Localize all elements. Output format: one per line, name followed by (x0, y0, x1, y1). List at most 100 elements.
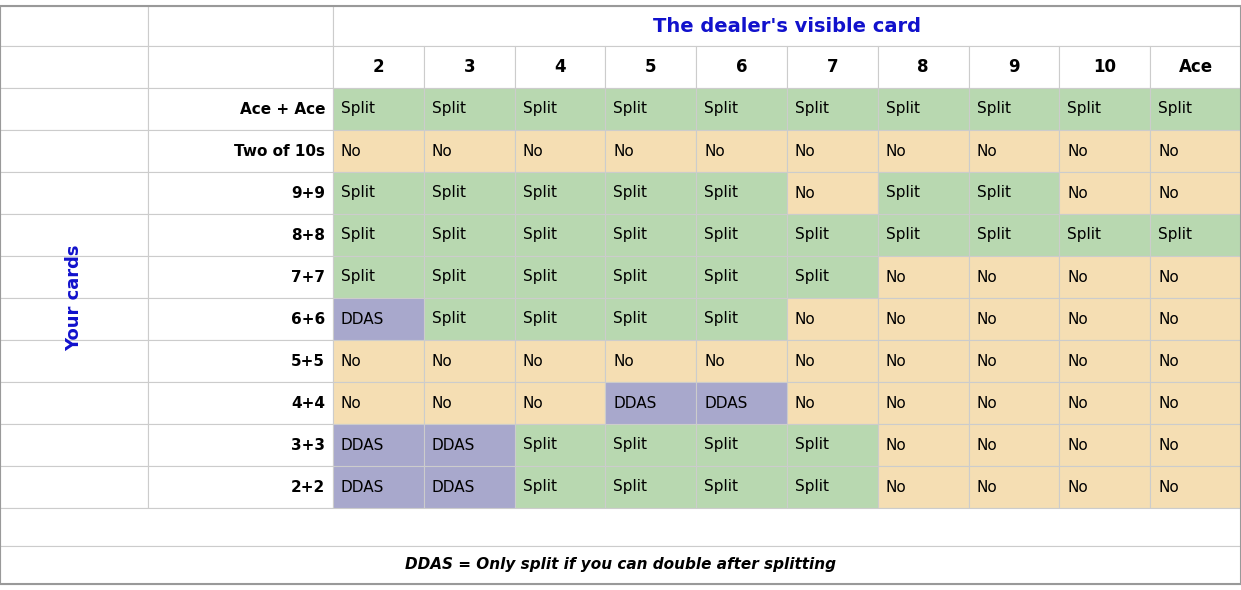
Text: No: No (1158, 270, 1179, 284)
Text: No: No (795, 143, 815, 159)
Text: No: No (522, 143, 544, 159)
Bar (1060, 88, 1150, 130)
Text: 10: 10 (1093, 58, 1117, 76)
Bar (877, 130, 968, 172)
Text: Split: Split (613, 480, 648, 494)
Text: 9: 9 (1008, 58, 1020, 76)
Bar (787, 88, 877, 130)
Bar (968, 130, 1060, 172)
Bar (423, 340, 515, 382)
Bar (1150, 340, 1241, 382)
Bar (606, 172, 696, 214)
Text: Split: Split (432, 312, 465, 326)
Bar (0, 298, 148, 340)
Bar (1150, 298, 1241, 340)
Bar (606, 382, 696, 424)
Bar (148, 256, 333, 298)
Bar (696, 424, 787, 466)
Bar (333, 340, 423, 382)
Bar (148, 6, 333, 46)
Bar (333, 466, 423, 508)
Bar (515, 172, 606, 214)
Bar (787, 298, 877, 340)
Text: 3+3: 3+3 (290, 438, 325, 453)
Text: Split: Split (522, 312, 557, 326)
Bar (877, 256, 968, 298)
Text: Split: Split (795, 228, 829, 242)
Bar (1060, 130, 1150, 172)
Text: DDAS: DDAS (704, 395, 747, 411)
Bar (333, 172, 423, 214)
Bar (148, 298, 333, 340)
Bar (148, 130, 333, 172)
Text: Ace + Ace: Ace + Ace (240, 101, 325, 116)
Bar (0, 172, 148, 214)
Text: Split: Split (613, 228, 648, 242)
Text: Split: Split (432, 185, 465, 201)
Bar (877, 214, 968, 256)
Bar (787, 172, 877, 214)
Text: Split: Split (977, 101, 1010, 116)
Text: 7+7: 7+7 (290, 270, 325, 284)
Text: DDAS: DDAS (341, 312, 385, 326)
Text: Split: Split (977, 185, 1010, 201)
Bar (148, 214, 333, 256)
Text: No: No (977, 353, 998, 369)
Text: DDAS: DDAS (341, 438, 385, 453)
Text: No: No (886, 270, 906, 284)
Text: No: No (977, 438, 998, 453)
Bar (787, 340, 877, 382)
Bar (515, 130, 606, 172)
Bar (696, 130, 787, 172)
Bar (515, 256, 606, 298)
Bar (333, 256, 423, 298)
Bar (787, 214, 877, 256)
Text: Split: Split (1067, 228, 1102, 242)
Bar (696, 382, 787, 424)
Text: No: No (1067, 353, 1088, 369)
Bar (787, 46, 877, 88)
Text: No: No (1067, 185, 1088, 201)
Bar (696, 88, 787, 130)
Bar (1060, 466, 1150, 508)
Text: 8+8: 8+8 (290, 228, 325, 242)
Bar (1150, 382, 1241, 424)
Bar (0, 382, 148, 424)
Text: Split: Split (977, 228, 1010, 242)
Bar (968, 382, 1060, 424)
Text: Split: Split (522, 101, 557, 116)
Bar (968, 340, 1060, 382)
Bar (968, 466, 1060, 508)
Bar (877, 466, 968, 508)
Bar (148, 424, 333, 466)
Bar (1150, 46, 1241, 88)
Text: Split: Split (795, 270, 829, 284)
Text: No: No (886, 353, 906, 369)
Bar (0, 88, 148, 130)
Text: No: No (795, 395, 815, 411)
Text: Split: Split (795, 480, 829, 494)
Text: Split: Split (522, 228, 557, 242)
Text: Split: Split (886, 185, 920, 201)
Text: Split: Split (522, 185, 557, 201)
Bar (515, 214, 606, 256)
Bar (423, 298, 515, 340)
Text: Split: Split (704, 101, 738, 116)
Bar (696, 298, 787, 340)
Text: 7: 7 (827, 58, 838, 76)
Text: No: No (613, 353, 634, 369)
Text: No: No (522, 353, 544, 369)
Bar (148, 382, 333, 424)
Bar (148, 46, 333, 88)
Text: 5+5: 5+5 (290, 353, 325, 369)
Bar (606, 214, 696, 256)
Text: Split: Split (522, 480, 557, 494)
Bar (877, 88, 968, 130)
Bar (968, 46, 1060, 88)
Bar (1150, 88, 1241, 130)
Text: No: No (704, 143, 725, 159)
Bar (1150, 172, 1241, 214)
Bar (0, 508, 1241, 546)
Text: No: No (886, 438, 906, 453)
Bar (787, 130, 877, 172)
